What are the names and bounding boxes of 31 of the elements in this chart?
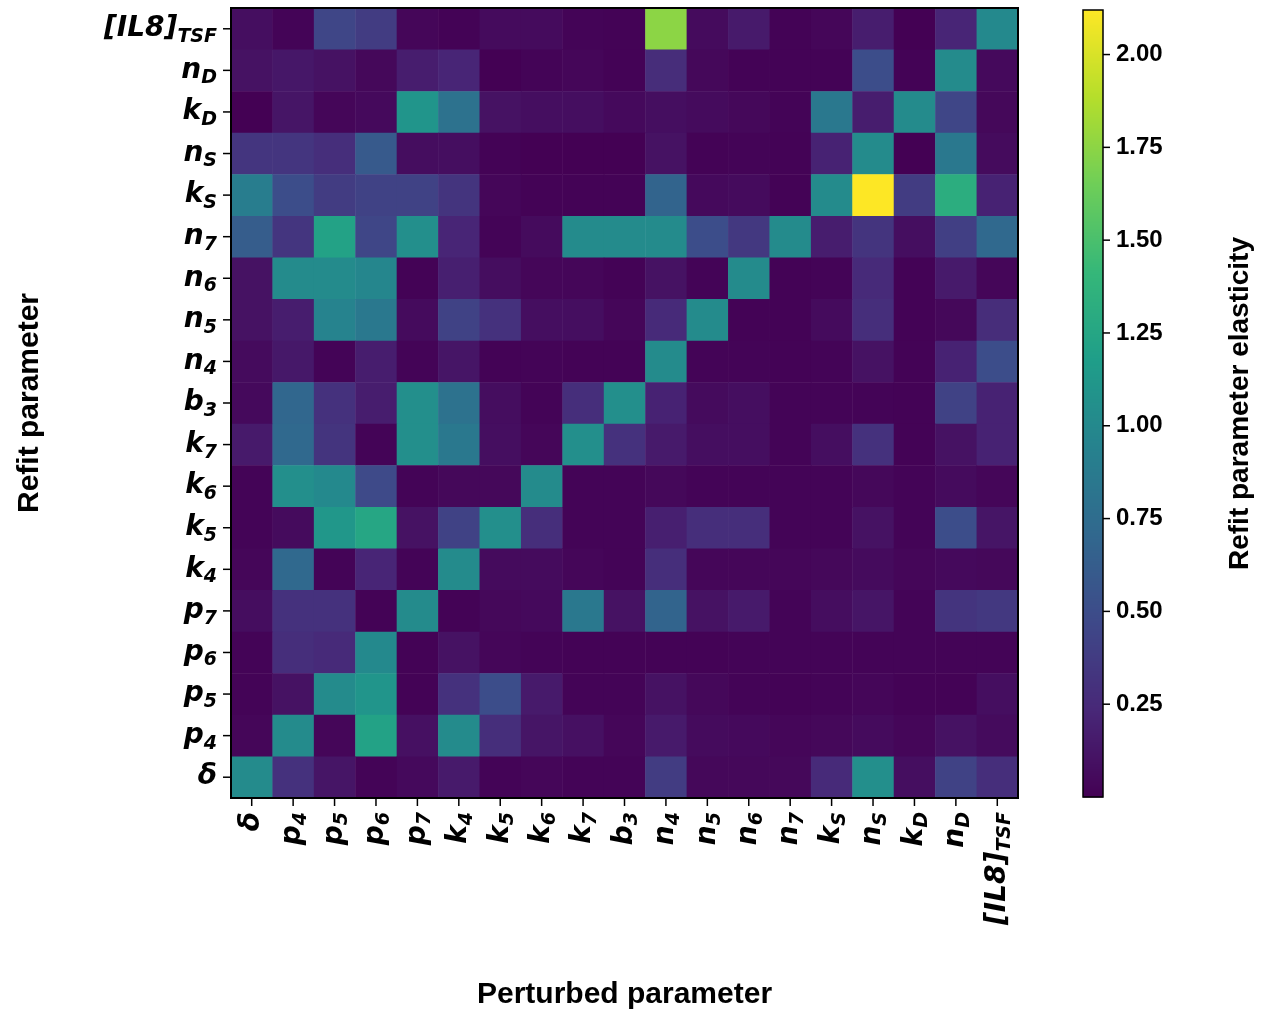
x-tick-label: k5 xyxy=(481,811,518,844)
color-bar-label: 2.00 xyxy=(1116,39,1163,67)
x-tick-label: k7 xyxy=(564,811,601,844)
x-tick-label: k4 xyxy=(440,811,476,844)
color-bar-label: 1.75 xyxy=(1116,131,1163,159)
color-bar-label: 1.50 xyxy=(1116,224,1163,252)
color-bar-label: 1.25 xyxy=(1116,317,1163,345)
color-bar-label: 1.00 xyxy=(1116,410,1163,438)
color-bar-label: 0.75 xyxy=(1116,503,1163,531)
x-tick-label: nD xyxy=(937,811,973,848)
x-tick-label: [IL8]TSF xyxy=(978,811,1015,926)
x-tick-label: b3 xyxy=(605,811,642,846)
x-tick-label: δ xyxy=(232,811,266,832)
x-tick-label: n7 xyxy=(771,811,808,846)
color-bar-label: 0.50 xyxy=(1116,596,1163,624)
x-tick-label: p4 xyxy=(274,811,311,847)
x-tick-label: p7 xyxy=(398,811,435,847)
x-tick-label: n5 xyxy=(688,811,725,846)
x-tick-label: n4 xyxy=(647,811,683,846)
x-tick-label: p6 xyxy=(357,811,393,847)
color-bar-label: 0.25 xyxy=(1116,688,1163,716)
color-bar-title: Refit parameter elasticity xyxy=(1222,236,1254,571)
y-axis-title: Refit parameter xyxy=(11,292,45,514)
x-tick-label: nS xyxy=(854,812,890,846)
x-tick-label: k6 xyxy=(522,811,559,844)
x-tick-label: kS xyxy=(812,812,849,845)
x-tick-label: kD xyxy=(895,811,932,847)
x-tick-label: n6 xyxy=(730,811,766,846)
x-tick-label: p5 xyxy=(315,811,352,847)
x-axis-title: Perturbed parameter xyxy=(476,976,773,1010)
y-tick-label: δ xyxy=(197,758,218,792)
